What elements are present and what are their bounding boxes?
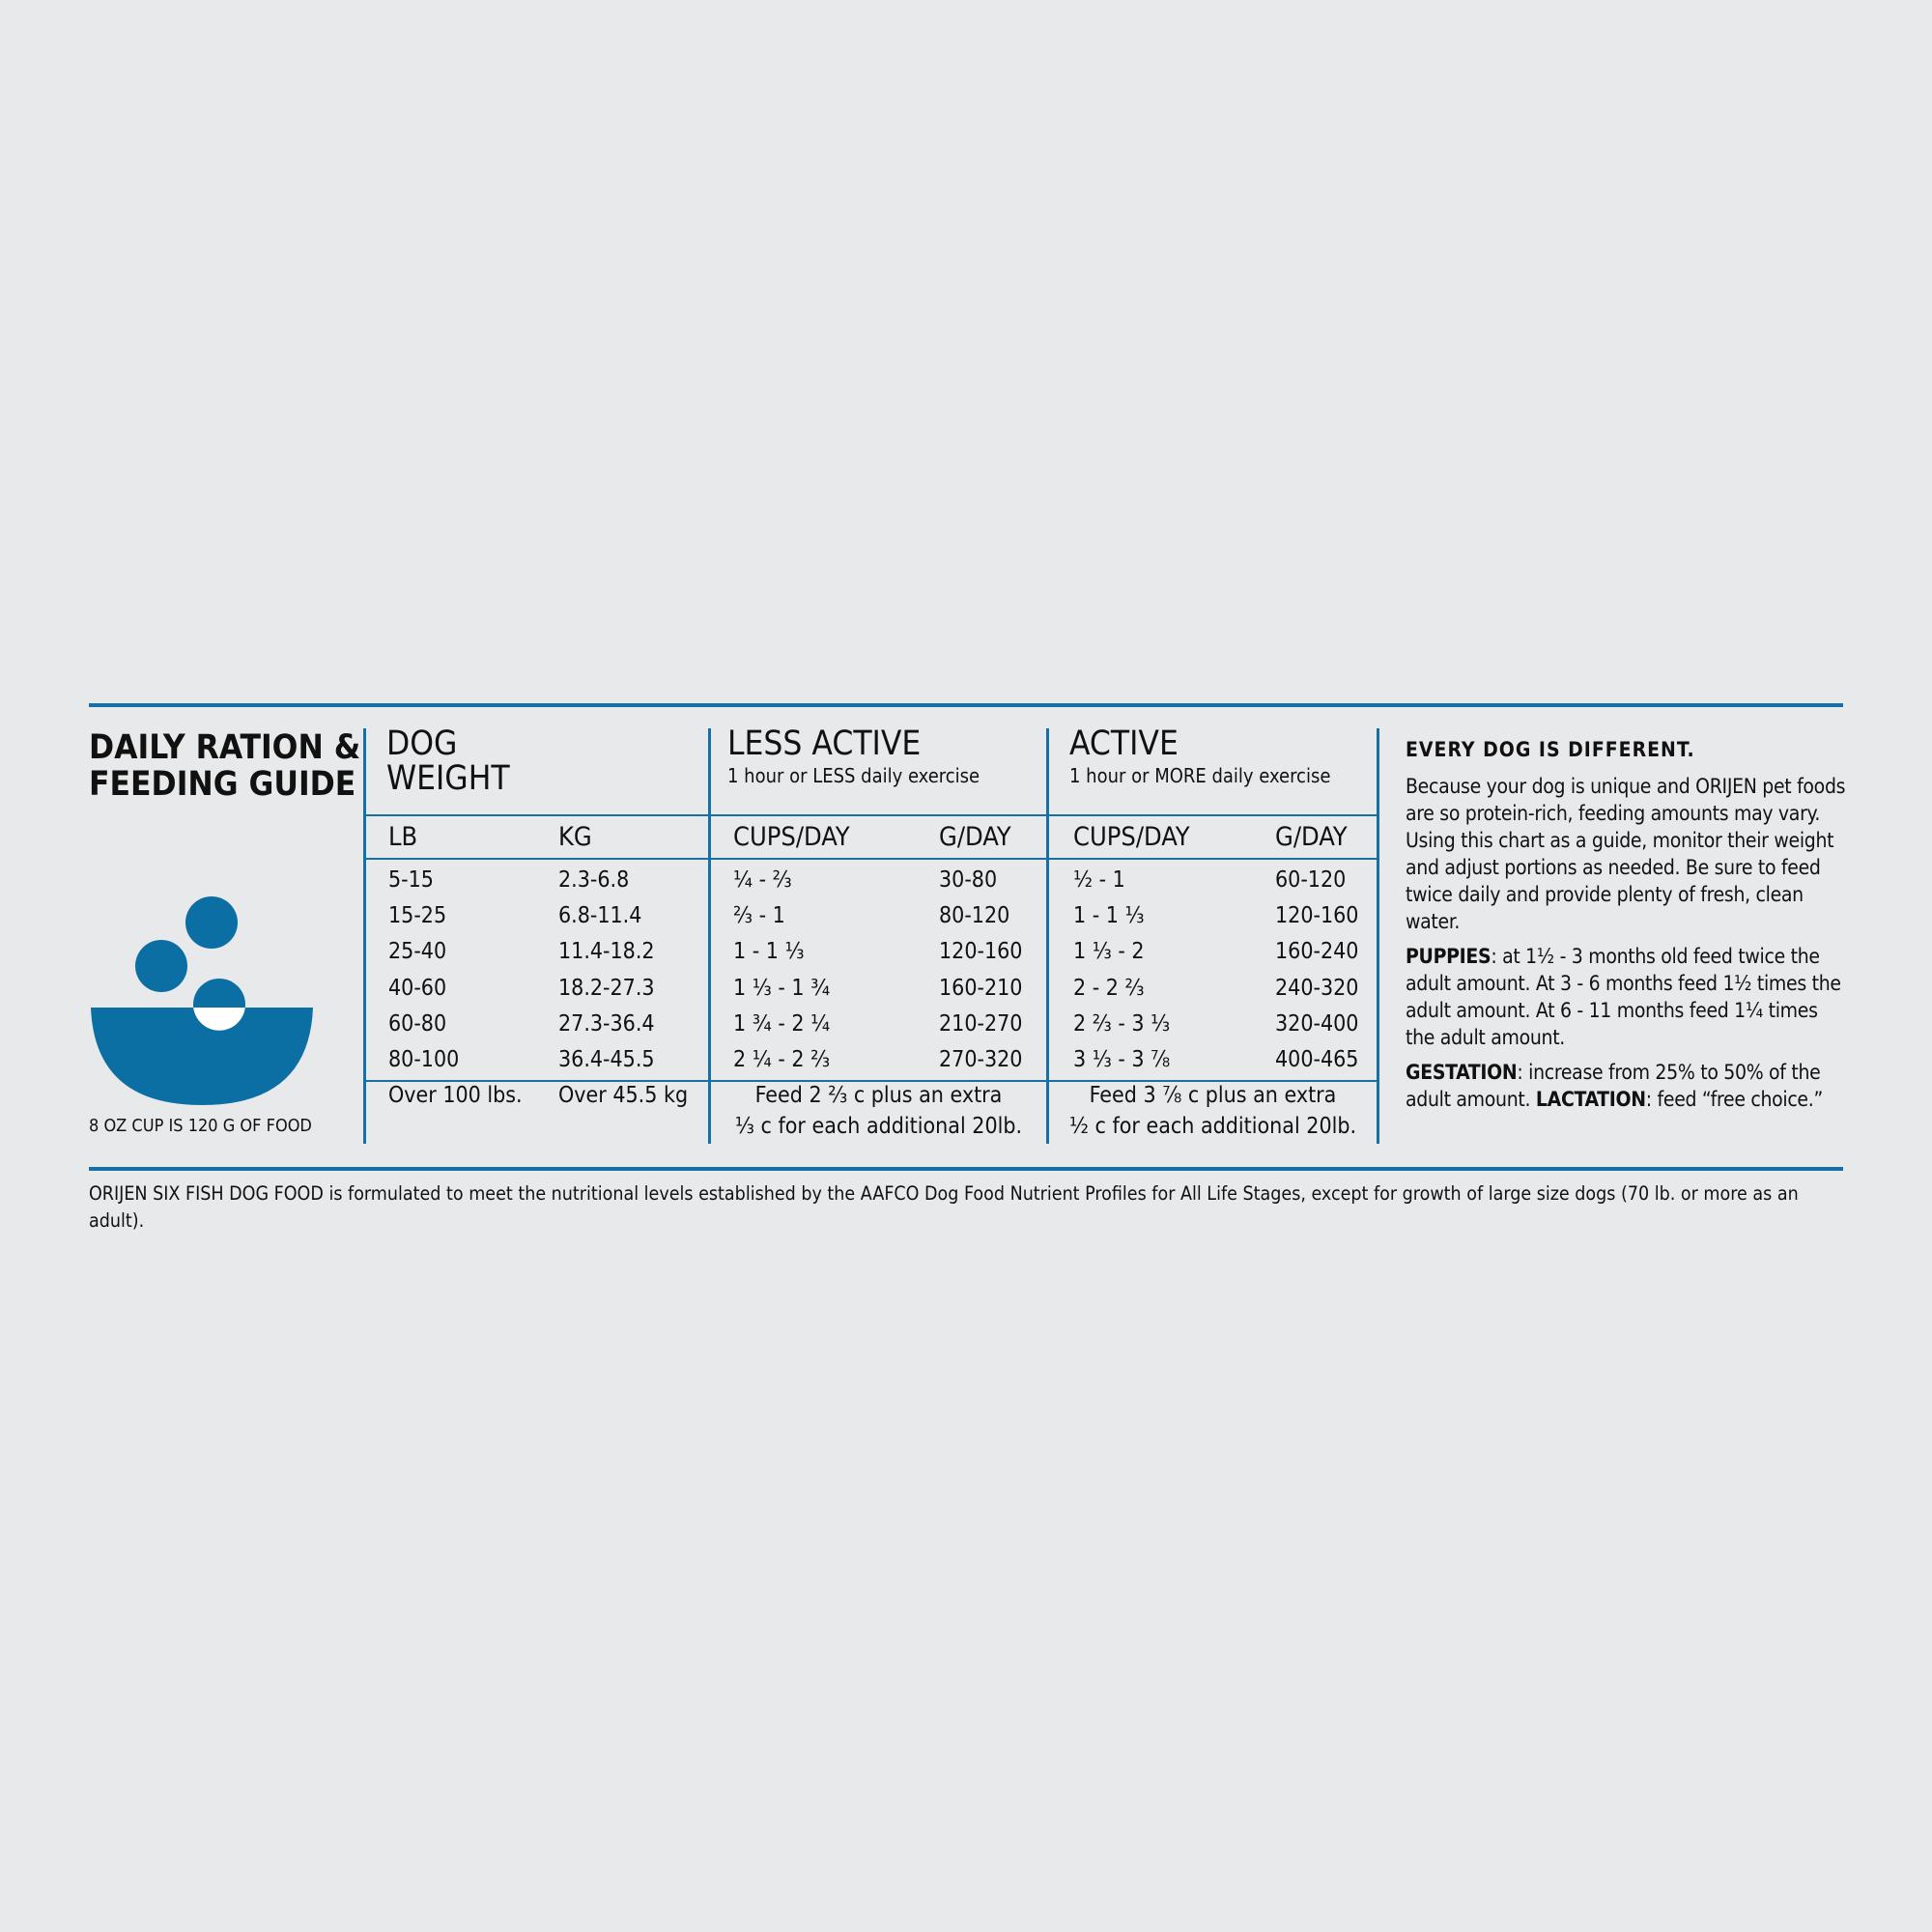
cell: ¼ - ⅔ — [733, 867, 792, 893]
top-rule — [89, 703, 1843, 707]
cell: 320-400 — [1275, 1011, 1359, 1037]
notes-intro: Because your dog is unique and ORIJEN pe… — [1406, 775, 1846, 933]
cell: Feed 3 ⅞ c plus an extra — [1089, 1083, 1337, 1108]
bowl-icon — [91, 896, 313, 1105]
cell: 6.8-11.4 — [558, 903, 642, 928]
notes-heading: EVERY DOG IS DIFFERENT. — [1406, 738, 1695, 761]
cell: 80-100 — [388, 1047, 460, 1072]
text: : feed “free choice.” — [1645, 1088, 1823, 1111]
cell: 30-80 — [939, 867, 998, 893]
cell: 400-465 — [1275, 1047, 1359, 1072]
cell: 240-320 — [1275, 976, 1359, 1001]
bottom-rule — [89, 1167, 1843, 1171]
cell: Over 45.5 kg — [558, 1083, 689, 1108]
label: LACTATION — [1535, 1088, 1646, 1111]
text: : at 1½ - 3 months old feed twice the ad… — [1406, 945, 1841, 1049]
column-header: CUPS/DAY — [733, 822, 850, 852]
title-line: DAILY RATION & — [89, 728, 361, 767]
cell: 11.4-18.2 — [558, 939, 655, 964]
label: PUPPIES — [1406, 945, 1492, 968]
cell: ⅔ - 1 — [733, 903, 785, 928]
group-subtitle: 1 hour or LESS daily exercise — [727, 764, 980, 787]
cell: 210-270 — [939, 1011, 1023, 1037]
cell: 40-60 — [388, 976, 447, 1001]
group-title: DOG — [386, 724, 458, 763]
group-title: LESS ACTIVE — [727, 724, 922, 763]
cell: 1 - 1 ⅓ — [733, 939, 805, 964]
column-divider — [1377, 728, 1379, 1144]
cell: Feed 2 ⅔ c plus an extra — [754, 1083, 1003, 1108]
row-rule — [365, 814, 1377, 816]
group-subtitle: 1 hour or MORE daily exercise — [1069, 764, 1331, 787]
cell: 270-320 — [939, 1047, 1023, 1072]
cell: ½ c for each additional 20lb. — [1068, 1114, 1357, 1139]
cup-note: 8 OZ CUP IS 120 G OF FOOD — [89, 1116, 312, 1136]
column-header: KG — [558, 822, 592, 852]
cell: 80-120 — [939, 903, 1010, 928]
cell: 1 - 1 ⅓ — [1073, 903, 1145, 928]
label: GESTATION — [1406, 1061, 1518, 1084]
cell: 160-210 — [939, 976, 1023, 1001]
cell: 2 - 2 ⅔ — [1073, 976, 1145, 1001]
row-rule — [365, 1080, 1377, 1082]
cell: 120-160 — [939, 939, 1023, 964]
cell: 5-15 — [388, 867, 434, 893]
column-divider — [1046, 728, 1049, 1144]
row-rule — [365, 858, 1377, 860]
cell: 27.3-36.4 — [558, 1011, 655, 1037]
cell: 2.3-6.8 — [558, 867, 630, 893]
cell: 160-240 — [1275, 939, 1359, 964]
notes-gestation: GESTATION: increase from 25% to 50% of t… — [1406, 1059, 1850, 1113]
guide-title: DAILY RATION & FEEDING GUIDE — [89, 729, 360, 803]
text: : increase from 25% to 50% of the adult … — [1406, 1061, 1821, 1111]
column-header: G/DAY — [939, 822, 1011, 852]
notes: EVERY DOG IS DIFFERENT. Because your dog… — [1406, 736, 1850, 1121]
title-line: FEEDING GUIDE — [89, 765, 356, 804]
cell: 25-40 — [388, 939, 447, 964]
group-title: ACTIVE — [1069, 724, 1179, 763]
cell: ⅓ c for each additional 20lb. — [734, 1114, 1023, 1139]
column-divider — [708, 728, 711, 1144]
cell: 1 ⅓ - 1 ¾ — [733, 976, 831, 1001]
cell: Over 100 lbs. — [388, 1083, 523, 1108]
cell: 3 ⅓ - 3 ⅞ — [1073, 1047, 1171, 1072]
cell: ½ - 1 — [1073, 867, 1125, 893]
group-title: WEIGHT — [386, 759, 510, 798]
column-header: LB — [388, 822, 418, 852]
cell: 1 ⅓ - 2 — [1073, 939, 1145, 964]
column-header: CUPS/DAY — [1073, 822, 1190, 852]
cell: 60-80 — [388, 1011, 447, 1037]
cell: 2 ⅔ - 3 ⅓ — [1073, 1011, 1171, 1037]
notes-puppies: PUPPIES: at 1½ - 3 months old feed twice… — [1406, 943, 1850, 1051]
cell: 120-160 — [1275, 903, 1359, 928]
cell: 1 ¾ - 2 ¼ — [733, 1011, 831, 1037]
column-divider — [363, 728, 366, 1144]
cell: 15-25 — [388, 903, 447, 928]
column-header: G/DAY — [1275, 822, 1348, 852]
cell: 60-120 — [1275, 867, 1347, 893]
cell: 36.4-45.5 — [558, 1047, 655, 1072]
cell: 18.2-27.3 — [558, 976, 655, 1001]
footnote: ORIJEN SIX FISH DOG FOOD is formulated t… — [89, 1182, 1799, 1232]
cell: 2 ¼ - 2 ⅔ — [733, 1047, 831, 1072]
